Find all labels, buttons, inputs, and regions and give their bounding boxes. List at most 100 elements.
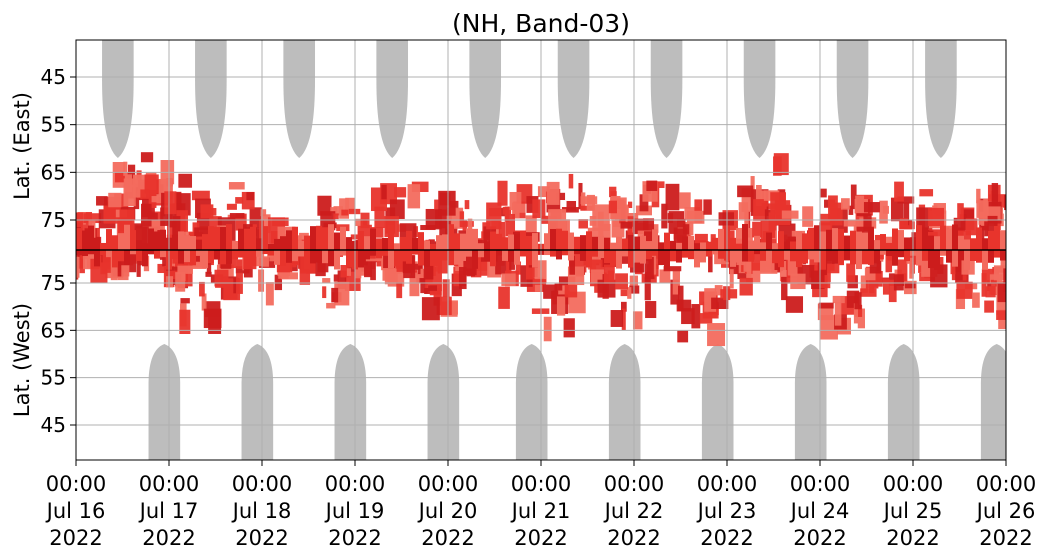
west-activity-cell bbox=[340, 265, 349, 278]
west-activity-cell bbox=[558, 284, 569, 295]
west-activity-cell bbox=[63, 257, 73, 264]
east-activity-cell bbox=[644, 231, 653, 251]
west-activity-cell bbox=[412, 272, 429, 279]
west-activity-cell bbox=[604, 250, 610, 264]
east-coverage-region bbox=[283, 40, 316, 158]
west-activity-cell bbox=[826, 250, 832, 261]
east-activity-cell bbox=[178, 231, 184, 250]
east-activity-cell bbox=[676, 242, 682, 250]
east-activity-cell bbox=[176, 231, 193, 238]
west-activity-cell bbox=[446, 300, 458, 315]
west-activity-cell bbox=[677, 330, 689, 343]
west-activity-cell bbox=[691, 304, 701, 329]
east-activity-cell bbox=[316, 225, 322, 250]
west-activity-cell bbox=[955, 289, 966, 310]
west-activity-cell bbox=[418, 250, 424, 266]
east-activity-cell bbox=[737, 185, 754, 198]
east-activity-cell bbox=[1024, 203, 1029, 219]
west-activity-cell bbox=[376, 250, 382, 259]
y-tick-label: 45 bbox=[41, 65, 66, 89]
x-tick-label: Jul 19 bbox=[324, 499, 385, 523]
west-activity-cell bbox=[989, 286, 1006, 295]
east-activity-cell bbox=[509, 191, 522, 211]
east-activity-cell bbox=[174, 191, 182, 214]
west-activity-cell bbox=[436, 250, 442, 267]
east-activity-cell bbox=[108, 192, 122, 208]
west-activity-cell bbox=[615, 273, 628, 290]
east-coverage-region bbox=[836, 40, 869, 158]
west-activity-cell bbox=[292, 250, 298, 262]
east-activity-cell bbox=[752, 221, 762, 238]
west-activity-cell bbox=[501, 273, 516, 286]
west-activity-cell bbox=[592, 250, 598, 257]
west-activity-cell bbox=[634, 250, 640, 263]
x-tick-label: Jul 26 bbox=[975, 499, 1036, 523]
west-activity-cell bbox=[1024, 296, 1040, 312]
east-activity-cell bbox=[640, 235, 646, 250]
west-activity-cell bbox=[574, 250, 580, 255]
east-activity-cell bbox=[334, 232, 340, 250]
west-coverage-region bbox=[148, 344, 181, 460]
west-coverage-region bbox=[334, 344, 367, 460]
y-tick-label: 65 bbox=[41, 318, 66, 342]
east-activity-cell bbox=[341, 209, 349, 216]
west-activity-cell bbox=[165, 270, 179, 279]
west-activity-cell bbox=[922, 250, 928, 261]
east-activity-cell bbox=[172, 234, 178, 250]
east-activity-cell bbox=[382, 237, 388, 250]
west-activity-cell bbox=[562, 250, 568, 256]
east-activity-cell bbox=[148, 228, 154, 250]
east-activity-cell bbox=[464, 200, 470, 210]
east-activity-cell bbox=[556, 228, 562, 250]
east-activity-cell bbox=[843, 219, 860, 227]
east-activity-cell bbox=[520, 230, 526, 250]
west-activity-cell bbox=[714, 285, 723, 296]
west-activity-cell bbox=[819, 282, 831, 289]
east-activity-cell bbox=[700, 242, 706, 250]
east-coverage-region bbox=[925, 40, 957, 158]
west-activity-cell bbox=[396, 282, 403, 299]
east-coverage-region bbox=[469, 40, 502, 158]
west-activity-cell bbox=[785, 296, 804, 313]
west-activity-cell bbox=[466, 250, 472, 257]
east-activity-cell bbox=[260, 214, 271, 234]
west-activity-cell bbox=[148, 250, 154, 255]
west-activity-cell bbox=[79, 251, 85, 274]
east-activity-cell bbox=[76, 222, 82, 228]
x-tick-label: Jul 24 bbox=[789, 499, 850, 523]
west-activity-cell bbox=[868, 250, 874, 265]
x-tick-label: 00:00 bbox=[418, 472, 479, 496]
east-activity-cell bbox=[123, 161, 128, 176]
east-activity-cell bbox=[832, 228, 838, 250]
chart-title: (NH, Band-03) bbox=[452, 9, 630, 38]
west-activity-cell bbox=[790, 273, 806, 290]
east-activity-cell bbox=[718, 228, 724, 250]
east-activity-cell bbox=[658, 242, 664, 250]
west-activity-cell bbox=[850, 250, 856, 265]
west-activity-cell bbox=[334, 250, 340, 270]
east-activity-cell bbox=[118, 233, 124, 250]
west-activity-cell bbox=[258, 269, 265, 292]
west-activity-cell bbox=[846, 263, 856, 282]
east-activity-cell bbox=[904, 237, 910, 250]
west-activity-cell bbox=[569, 255, 575, 275]
east-activity-cell bbox=[1011, 206, 1017, 230]
west-activity-cell bbox=[205, 271, 212, 277]
west-activity-cell bbox=[645, 301, 657, 319]
east-activity-cell bbox=[164, 191, 177, 215]
west-activity-cell bbox=[844, 250, 850, 261]
west-activity-cell bbox=[180, 298, 190, 304]
east-activity-cell bbox=[358, 230, 364, 250]
west-activity-cell bbox=[82, 250, 88, 257]
east-activity-cell bbox=[412, 237, 418, 250]
east-activity-cell bbox=[526, 235, 532, 250]
east-activity-cell bbox=[899, 218, 909, 228]
west-activity-cell bbox=[628, 250, 634, 268]
east-activity-cell bbox=[424, 240, 430, 250]
east-activity-cell bbox=[140, 189, 150, 199]
west-activity-cell bbox=[214, 250, 220, 260]
x-tick-label: 00:00 bbox=[883, 472, 944, 496]
east-activity-cell bbox=[862, 232, 868, 250]
west-activity-cell bbox=[981, 273, 987, 297]
